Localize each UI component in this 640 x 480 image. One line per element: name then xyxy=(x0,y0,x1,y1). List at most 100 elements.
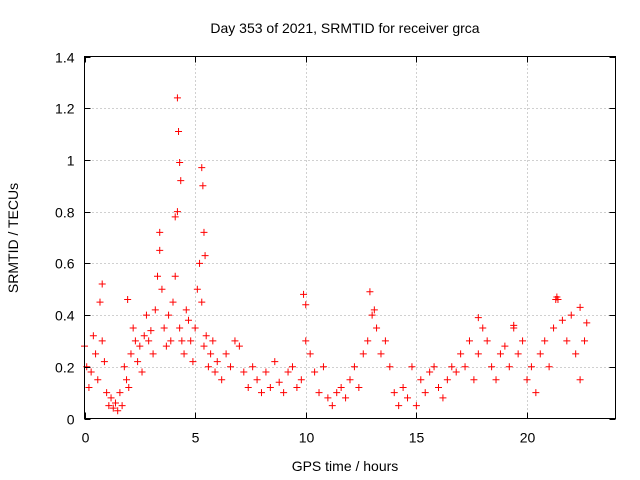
data-point xyxy=(581,337,589,345)
data-point xyxy=(311,368,319,376)
data-point xyxy=(105,402,113,410)
data-point xyxy=(550,324,558,332)
x-tick-label: 10 xyxy=(299,430,315,446)
axis-ticks xyxy=(84,56,616,420)
y-tick-label: 0 xyxy=(67,412,75,428)
data-point xyxy=(175,127,183,135)
data-point xyxy=(127,350,135,358)
data-point xyxy=(89,332,97,340)
data-point xyxy=(439,394,447,402)
data-point xyxy=(302,337,310,345)
data-point xyxy=(111,399,119,407)
data-point xyxy=(187,337,195,345)
data-point xyxy=(519,337,527,345)
x-axis-label: GPS time / hours xyxy=(292,458,399,474)
y-tick-label: 1.4 xyxy=(55,50,75,66)
data-point xyxy=(196,259,204,267)
data-point xyxy=(448,363,456,371)
data-point xyxy=(483,337,491,345)
data-point xyxy=(288,363,296,371)
data-point xyxy=(140,332,148,340)
data-point xyxy=(184,316,192,324)
data-point xyxy=(178,337,186,345)
data-point xyxy=(496,350,504,358)
data-point xyxy=(123,376,131,384)
data-point xyxy=(158,285,166,293)
data-point xyxy=(109,404,117,412)
data-point xyxy=(200,228,208,236)
data-point xyxy=(147,327,155,335)
data-point xyxy=(94,376,102,384)
data-point xyxy=(541,337,549,345)
data-point xyxy=(319,363,327,371)
data-point xyxy=(386,363,394,371)
data-point xyxy=(399,383,407,391)
data-point xyxy=(275,378,283,386)
data-point xyxy=(435,383,442,391)
data-point xyxy=(118,402,126,410)
data-point xyxy=(572,350,580,358)
data-point xyxy=(165,311,173,319)
data-point xyxy=(488,363,496,371)
data-point xyxy=(156,246,164,254)
data-point xyxy=(355,383,363,391)
data-point xyxy=(207,350,215,358)
data-point xyxy=(381,337,389,345)
x-tick-label: 5 xyxy=(192,430,200,446)
data-point xyxy=(182,306,190,314)
data-point xyxy=(180,350,188,358)
data-point xyxy=(404,394,412,402)
data-point xyxy=(145,337,153,345)
data-point xyxy=(173,208,181,216)
data-point xyxy=(131,337,139,345)
data-point xyxy=(98,337,106,345)
data-point xyxy=(120,363,128,371)
data-point xyxy=(302,301,310,309)
y-tick-label: 0.8 xyxy=(55,205,75,221)
data-point xyxy=(280,389,288,397)
data-point xyxy=(514,350,522,358)
data-point xyxy=(249,363,257,371)
data-point xyxy=(240,368,248,376)
data-point xyxy=(199,182,207,190)
data-point xyxy=(129,324,137,332)
data-point xyxy=(505,363,513,371)
data-point xyxy=(395,402,403,410)
data-point xyxy=(142,311,150,319)
data-point xyxy=(218,376,226,384)
data-point xyxy=(235,342,243,350)
data-point xyxy=(430,363,438,371)
data-point xyxy=(171,213,179,221)
data-point xyxy=(262,368,270,376)
data-point xyxy=(85,383,93,391)
grid-lines xyxy=(84,56,616,419)
data-point xyxy=(452,368,460,376)
data-point xyxy=(227,363,235,371)
data-point xyxy=(193,285,201,293)
data-point xyxy=(576,376,584,384)
plot-frame xyxy=(84,56,616,419)
chart-title: Day 353 of 2021, SRMTID for receiver grc… xyxy=(210,20,479,36)
data-point xyxy=(173,94,181,102)
data-point xyxy=(567,311,575,319)
data-point xyxy=(350,363,358,371)
data-point xyxy=(377,350,385,358)
data-point xyxy=(479,324,487,332)
data-point xyxy=(527,363,535,371)
data-point xyxy=(209,337,217,345)
data-point xyxy=(191,324,199,332)
data-point xyxy=(492,376,500,384)
data-point xyxy=(306,350,314,358)
data-point xyxy=(266,383,274,391)
data-point xyxy=(373,324,381,332)
data-point xyxy=(189,358,197,366)
data-point xyxy=(160,324,168,332)
data-point xyxy=(202,332,210,340)
x-tick-label: 20 xyxy=(520,430,536,446)
x-tick-label: 15 xyxy=(409,430,425,446)
data-point xyxy=(364,337,372,345)
data-point xyxy=(532,389,540,397)
data-point xyxy=(346,376,354,384)
data-point xyxy=(162,342,170,350)
